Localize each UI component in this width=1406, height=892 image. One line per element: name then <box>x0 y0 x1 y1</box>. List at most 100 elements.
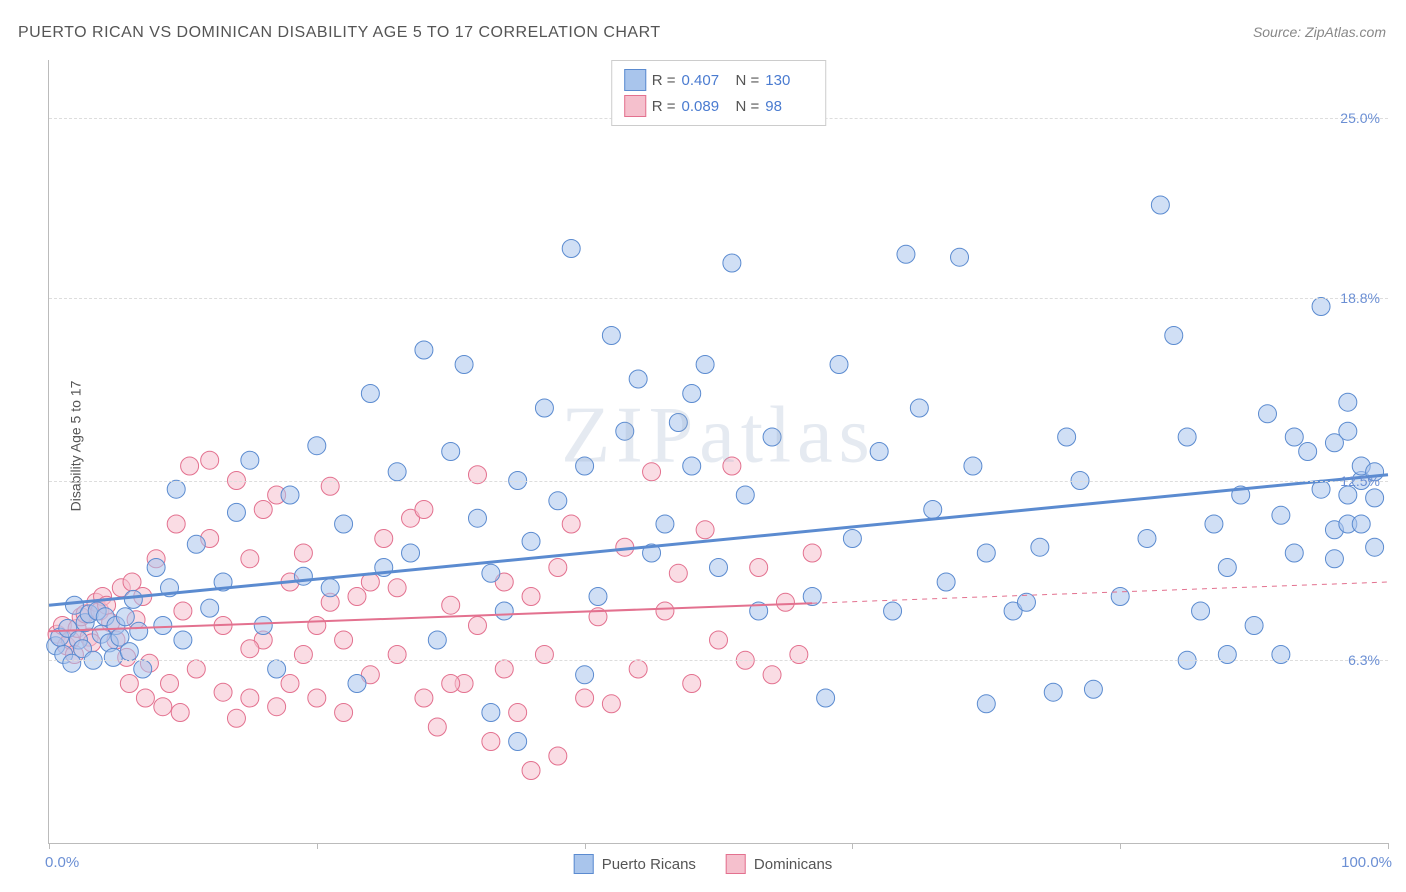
scatter-point <box>696 521 714 539</box>
scatter-point <box>1111 588 1129 606</box>
legend-item-label: Puerto Ricans <box>602 856 696 873</box>
scatter-point <box>1084 680 1102 698</box>
scatter-point <box>562 515 580 533</box>
scatter-point <box>294 544 312 562</box>
scatter-point <box>884 602 902 620</box>
scatter-point <box>130 622 148 640</box>
scatter-point <box>549 492 567 510</box>
scatter-point <box>442 596 460 614</box>
scatter-point <box>415 501 433 519</box>
scatter-point <box>187 535 205 553</box>
scatter-point <box>535 399 553 417</box>
y-tick-label: 12.5% <box>1340 473 1380 489</box>
correlation-legend: R = 0.407 N = 130 R = 0.089 N = 98 <box>611 60 827 126</box>
scatter-point <box>830 356 848 374</box>
scatter-point <box>134 660 152 678</box>
correlation-legend-row: R = 0.407 N = 130 <box>624 67 814 93</box>
scatter-point <box>669 414 687 432</box>
grid-line <box>49 660 1388 661</box>
scatter-point <box>482 564 500 582</box>
scatter-point <box>482 733 500 751</box>
scatter-point <box>201 599 219 617</box>
scatter-point <box>736 486 754 504</box>
scatter-point <box>1138 530 1156 548</box>
scatter-point <box>335 631 353 649</box>
scatter-point <box>964 457 982 475</box>
scatter-point <box>174 602 192 620</box>
scatter-point <box>167 480 185 498</box>
scatter-point <box>803 544 821 562</box>
y-tick-label: 25.0% <box>1340 110 1380 126</box>
scatter-point <box>576 666 594 684</box>
scatter-point <box>1325 550 1343 568</box>
scatter-point <box>723 254 741 272</box>
scatter-point <box>1339 486 1357 504</box>
y-tick-label: 6.3% <box>1348 652 1380 668</box>
scatter-point <box>442 675 460 693</box>
scatter-point <box>1165 327 1183 345</box>
scatter-point <box>643 463 661 481</box>
scatter-point <box>1272 506 1290 524</box>
scatter-point <box>1299 443 1317 461</box>
scatter-point <box>482 704 500 722</box>
scatter-point <box>442 443 460 461</box>
scatter-point <box>1339 393 1357 411</box>
scatter-point <box>361 385 379 403</box>
scatter-point <box>124 590 142 608</box>
scatter-point <box>308 437 326 455</box>
scatter-point <box>1245 617 1263 635</box>
legend-swatch-icon <box>574 854 594 874</box>
scatter-point <box>495 602 513 620</box>
x-tick <box>1388 843 1389 849</box>
scatter-point <box>977 695 995 713</box>
scatter-point <box>308 689 326 707</box>
scatter-point <box>335 515 353 533</box>
scatter-point <box>817 689 835 707</box>
scatter-point <box>1258 405 1276 423</box>
scatter-point <box>629 370 647 388</box>
series-legend: Puerto Ricans Dominicans <box>574 854 833 874</box>
scatter-point <box>241 550 259 568</box>
scatter-point <box>1058 428 1076 446</box>
scatter-point <box>268 660 286 678</box>
scatter-point <box>1366 489 1384 507</box>
scatter-point <box>656 602 674 620</box>
scatter-point <box>136 689 154 707</box>
scatter-point <box>201 451 219 469</box>
legend-swatch-icon <box>624 69 646 91</box>
scatter-point <box>241 451 259 469</box>
source-attribution: Source: ZipAtlas.com <box>1253 24 1386 40</box>
legend-item: Puerto Ricans <box>574 854 696 874</box>
scatter-point <box>763 428 781 446</box>
scatter-point <box>616 422 634 440</box>
scatter-point <box>120 675 138 693</box>
legend-item: Dominicans <box>726 854 832 874</box>
x-axis-max-label: 100.0% <box>1341 854 1392 871</box>
scatter-point <box>1352 515 1370 533</box>
scatter-point <box>375 530 393 548</box>
scatter-point <box>910 399 928 417</box>
scatter-point <box>602 695 620 713</box>
scatter-point <box>171 704 189 722</box>
scatter-point <box>549 559 567 577</box>
scatter-point <box>1339 422 1357 440</box>
scatter-point <box>468 509 486 527</box>
scatter-point <box>562 240 580 258</box>
scatter-point <box>843 530 861 548</box>
x-axis-min-label: 0.0% <box>45 854 79 871</box>
scatter-point <box>428 631 446 649</box>
scatter-point <box>589 588 607 606</box>
scatter-point <box>1312 298 1330 316</box>
scatter-point <box>167 515 185 533</box>
scatter-point <box>951 248 969 266</box>
scatter-point <box>241 689 259 707</box>
scatter-point <box>1205 515 1223 533</box>
scatter-point <box>1366 538 1384 556</box>
scatter-point <box>1178 428 1196 446</box>
scatter-point <box>509 733 527 751</box>
scatter-point <box>428 718 446 736</box>
scatter-point <box>335 704 353 722</box>
scatter-point <box>174 631 192 649</box>
scatter-point <box>509 704 527 722</box>
trend-line-extrapolated <box>812 582 1388 603</box>
